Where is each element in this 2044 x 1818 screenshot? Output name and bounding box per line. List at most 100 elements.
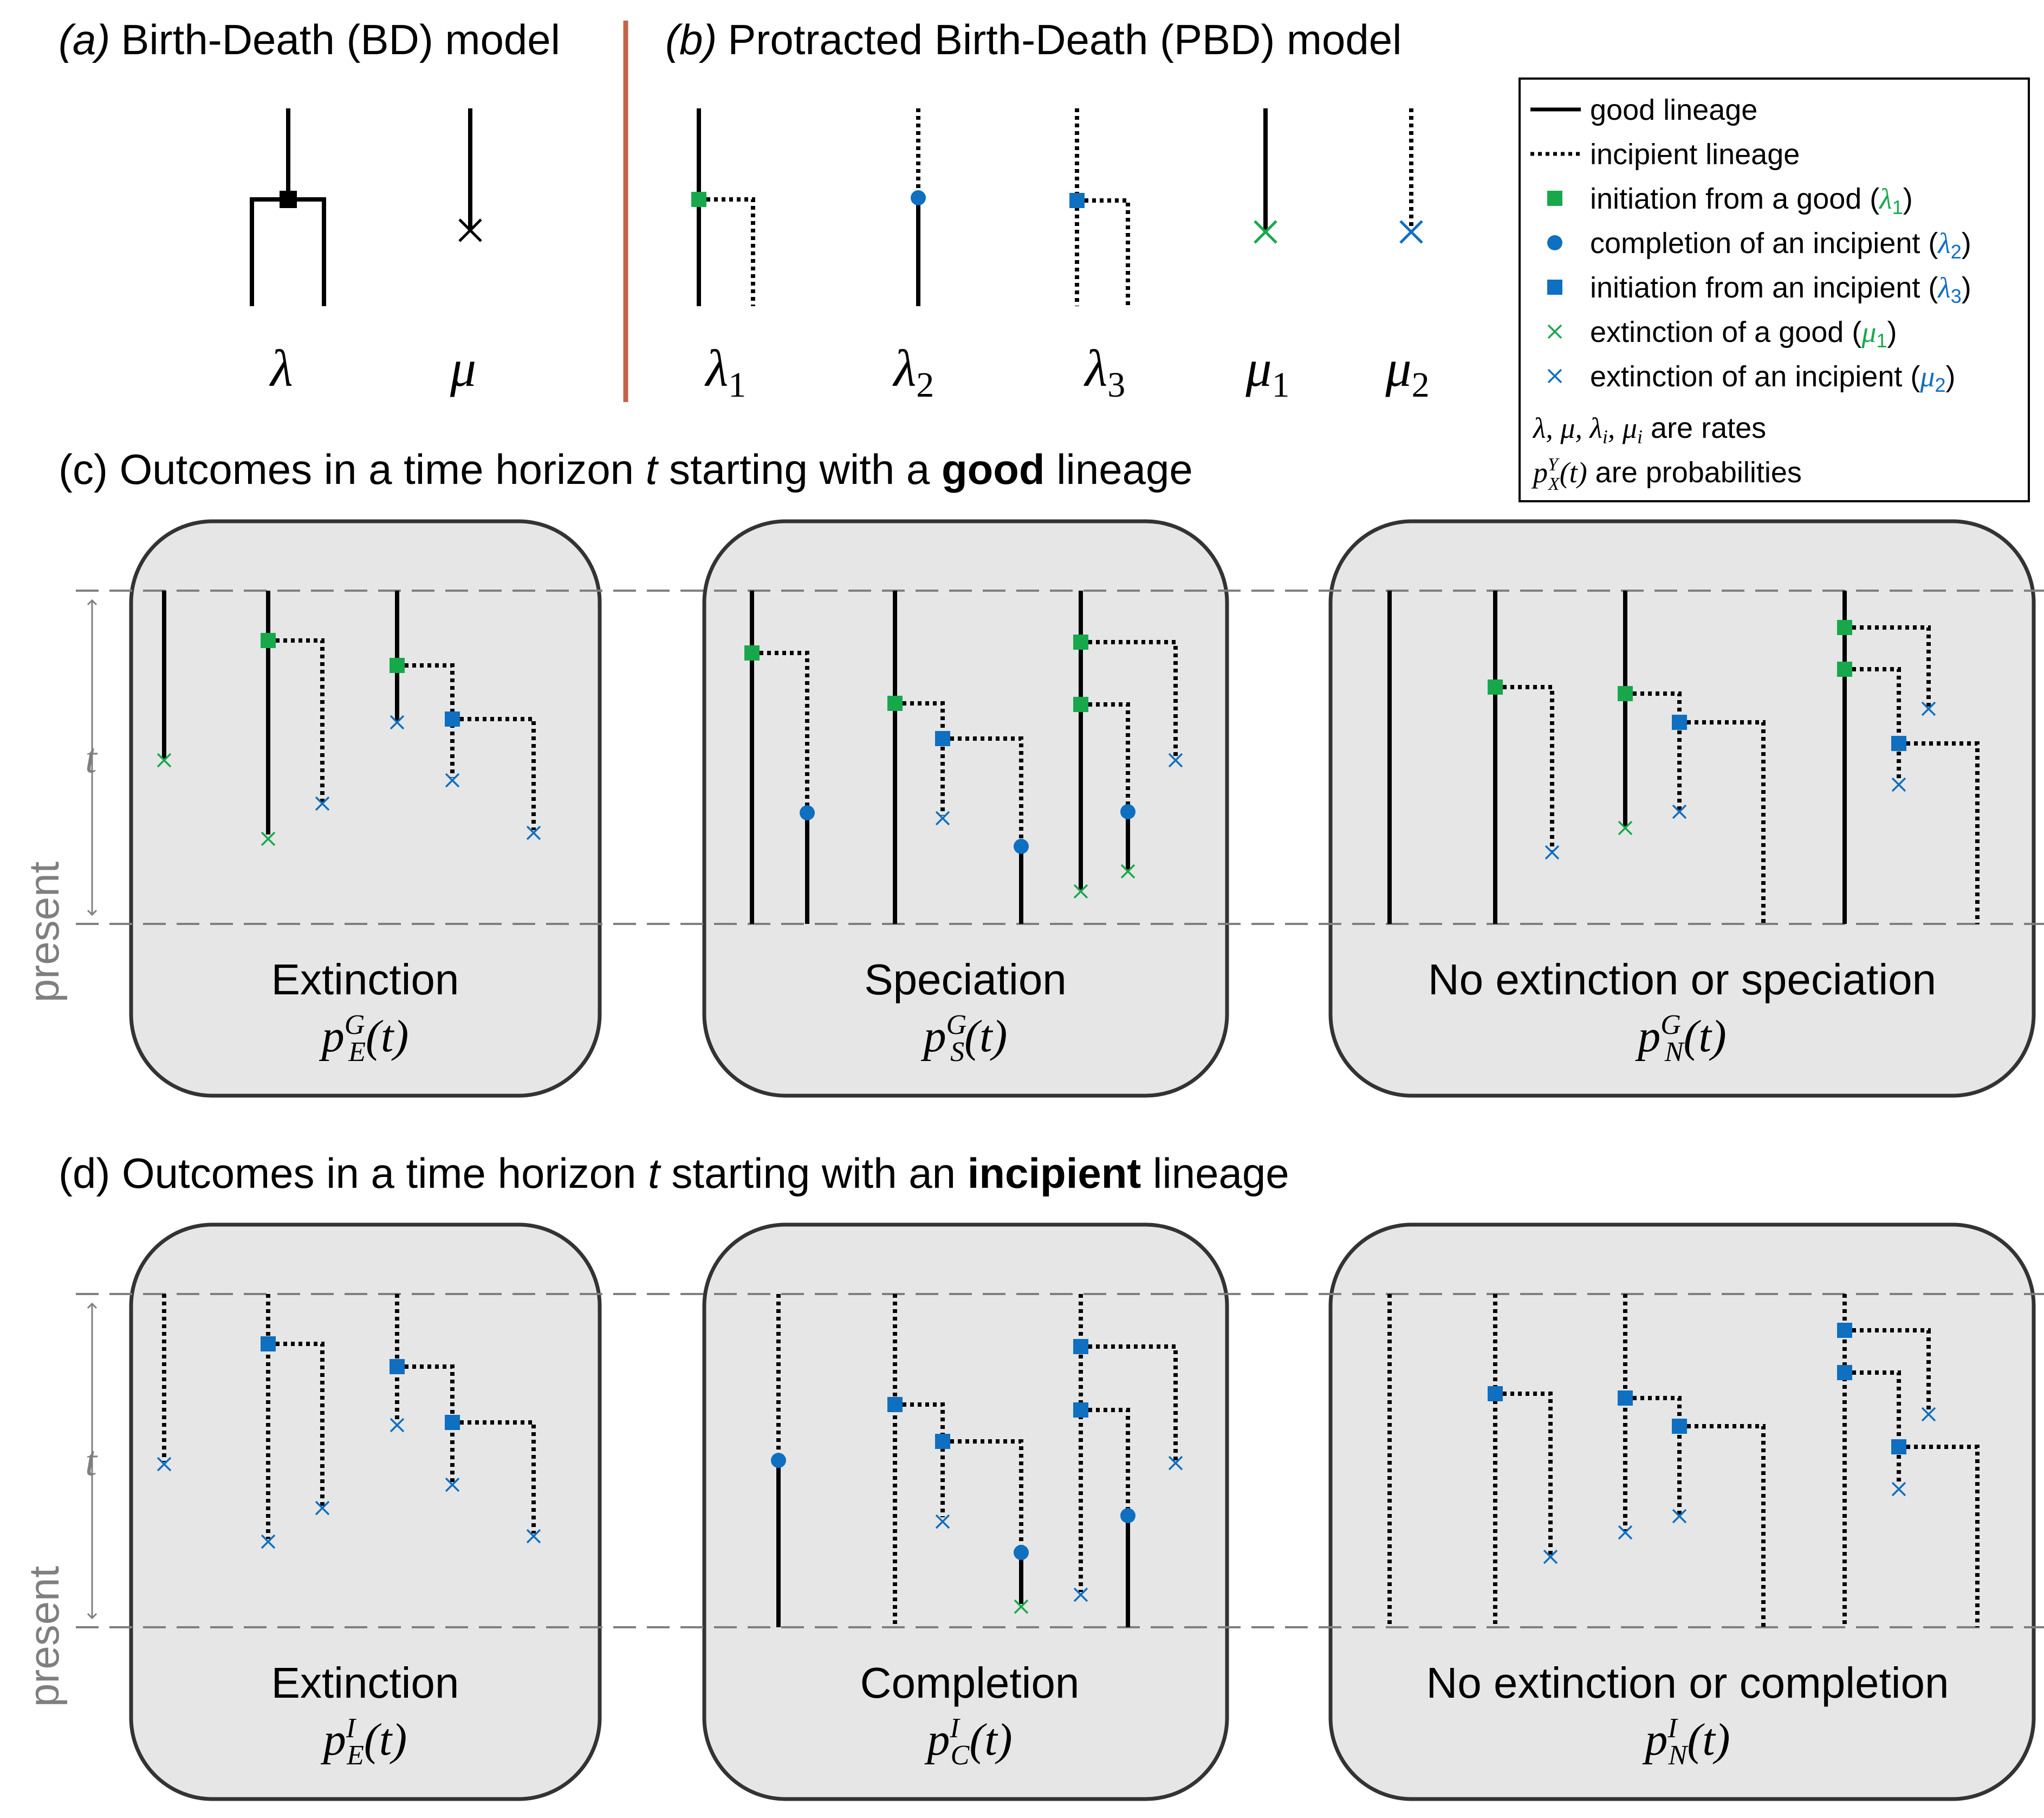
axis-t-label: t	[85, 734, 98, 781]
completion-marker	[771, 1453, 786, 1468]
pbd-lambda2-diagram	[911, 108, 926, 306]
box-c-no-change-title: No extinction or speciation	[1428, 955, 1936, 1004]
init-incipient-marker	[1618, 1390, 1633, 1406]
legend-ext-incipient: extinction of an incipient (μ2)	[1590, 360, 1955, 396]
completion-marker	[1014, 1545, 1029, 1560]
box-d-no-change-prob: pI N(t)	[1642, 1713, 1730, 1771]
box-d-extinction-title: Extinction	[271, 1659, 459, 1707]
legend-ext-good: extinction of a good (μ1)	[1590, 316, 1897, 352]
init-incipient-marker	[935, 731, 950, 746]
rate-lambda3: λ3	[1083, 339, 1126, 405]
legend-init-incipient: initiation from an incipient (λ3)	[1590, 271, 1971, 307]
box-d-completion-title: Completion	[860, 1659, 1080, 1707]
box-d-extinction-prob: pI E(t)	[321, 1713, 407, 1771]
legend-completion: completion of an incipient (λ2)	[1590, 227, 1971, 263]
panel-b: (b) Protracted Birth-Death (PBD) model	[665, 16, 1430, 405]
init-incipient-marker	[935, 1434, 950, 1449]
rate-mu2: μ2	[1385, 339, 1429, 405]
init-good-marker	[1837, 662, 1852, 677]
completion-marker	[1120, 804, 1135, 819]
init-good-marker	[1837, 620, 1852, 635]
panel-d: t present	[20, 1222, 2044, 1801]
axis-t-label: t	[85, 1437, 98, 1484]
init-good-marker	[1073, 697, 1088, 712]
init-incipient-marker	[261, 1336, 276, 1351]
init-incipient-marker	[1891, 1439, 1906, 1454]
box-d-completion	[702, 1222, 1229, 1801]
bd-birth-diagram	[250, 108, 326, 306]
legend-good: good lineage	[1590, 94, 1757, 126]
init-incipient-marker	[1891, 736, 1906, 751]
initiation-incipient-marker	[1069, 193, 1085, 208]
init-good-marker	[1073, 635, 1088, 650]
box-d-no-change-title: No extinction or completion	[1426, 1659, 1949, 1707]
box-c-speciation	[702, 519, 1229, 1098]
init-good-marker	[1488, 680, 1503, 695]
rate-mu: μ	[450, 339, 476, 397]
tree-d-no-change	[1387, 1294, 1980, 1627]
pbd-mu2-diagram	[1400, 108, 1422, 243]
rate-mu1: μ1	[1245, 339, 1289, 405]
legend-sq-blue-icon	[1547, 280, 1562, 295]
pbd-lambda3-diagram	[1069, 108, 1130, 306]
init-incipient-marker	[390, 1359, 405, 1374]
init-incipient-marker	[1837, 1365, 1852, 1380]
legend: good lineage incipient lineage initiatio…	[1519, 77, 2030, 502]
box-c-speciation-prob: pG S(t)	[921, 1010, 1008, 1067]
init-incipient-marker	[887, 1397, 903, 1412]
legend-dot-blue-icon	[1547, 235, 1562, 250]
init-incipient-marker	[1672, 1419, 1687, 1434]
legend-init-good: initiation from a good (λ1)	[1590, 183, 1913, 218]
panel-b-label: (b)	[665, 16, 717, 63]
completion-marker	[800, 805, 815, 820]
init-good-marker	[390, 658, 405, 673]
initiation-good-marker	[691, 192, 706, 207]
init-incipient-marker	[1672, 715, 1687, 730]
init-good-marker	[261, 633, 276, 648]
rate-lambda2: λ2	[892, 339, 935, 405]
panel-b-title: (b) Protracted Birth-Death (PBD) model	[665, 16, 1401, 63]
legend-note-probabilities: pY X(t) are probabilities	[1531, 455, 1802, 494]
tree-d-extinction	[162, 1294, 536, 1539]
panel-d-title: (d) Outcomes in a time horizon t startin…	[59, 1149, 1289, 1197]
box-c-no-change-prob: pG N(t)	[1635, 1010, 1727, 1067]
init-incipient-marker	[1073, 1402, 1088, 1418]
box-c-extinction-title: Extinction	[271, 955, 459, 1004]
init-good-marker	[887, 696, 903, 711]
tree-d-completion	[776, 1294, 1178, 1627]
panel-c: t present	[20, 519, 2044, 1098]
init-incipient-marker	[1837, 1323, 1852, 1338]
pbd-mu1-diagram	[1255, 108, 1276, 243]
axis-present-label: present	[20, 862, 68, 1002]
init-good-marker	[744, 645, 760, 661]
panel-c-title: (c) Outcomes in a time horizon t startin…	[59, 445, 1193, 493]
box-d-no-change	[1328, 1222, 2036, 1801]
box-d-completion-prob: pI C(t)	[924, 1713, 1012, 1771]
tree-c-extinction	[162, 591, 536, 834]
panel-a-label: (a)	[59, 16, 110, 63]
init-incipient-marker	[445, 711, 460, 727]
completion-marker	[1014, 839, 1029, 854]
legend-sq-green-icon	[1547, 191, 1562, 206]
box-c-extinction-prob: pG E(t)	[319, 1010, 409, 1067]
bd-death-diagram	[458, 108, 482, 242]
rate-lambda1: λ1	[704, 339, 747, 405]
init-good-marker	[1618, 686, 1633, 701]
completion-marker	[911, 190, 926, 205]
box-c-speciation-title: Speciation	[864, 955, 1067, 1004]
box-d-extinction	[129, 1222, 602, 1801]
box-c-extinction	[129, 519, 602, 1098]
init-incipient-marker	[1073, 1339, 1088, 1354]
init-incipient-marker	[445, 1415, 460, 1430]
init-incipient-marker	[1488, 1386, 1503, 1401]
pbd-lambda1-diagram	[691, 108, 755, 306]
legend-incipient: incipient lineage	[1590, 138, 1800, 171]
rate-lambda: λ	[269, 339, 293, 397]
completion-marker	[1120, 1508, 1135, 1523]
axis-present-label: present	[20, 1566, 68, 1707]
tree-c-no-change	[1387, 591, 1980, 924]
panel-a-title: (a) Birth-Death (BD) model	[59, 16, 560, 63]
panel-a: (a) Birth-Death (BD) model λ μ	[59, 16, 560, 397]
legend-box	[1519, 77, 2030, 502]
